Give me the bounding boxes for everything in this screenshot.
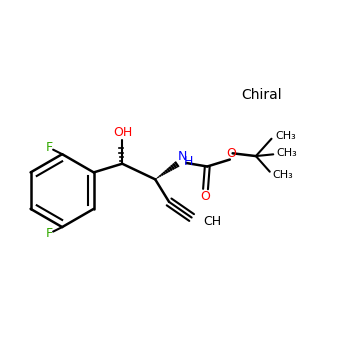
Text: CH: CH [203, 215, 221, 228]
Text: O: O [227, 147, 237, 160]
Text: OH: OH [113, 126, 133, 139]
Text: CH₃: CH₃ [272, 170, 293, 180]
Text: CH₃: CH₃ [276, 131, 296, 141]
Text: F: F [46, 227, 52, 240]
Text: F: F [46, 141, 52, 154]
Text: H: H [184, 155, 193, 168]
Text: Chiral: Chiral [241, 88, 282, 102]
Text: CH₃: CH₃ [277, 148, 298, 158]
Text: O: O [200, 190, 210, 203]
Text: N: N [178, 149, 187, 163]
